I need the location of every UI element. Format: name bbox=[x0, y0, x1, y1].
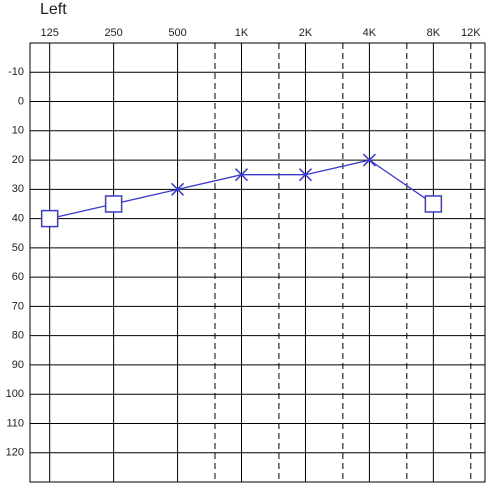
y-tick-label: 40 bbox=[12, 213, 24, 225]
marker-x bbox=[234, 168, 249, 182]
marker-x bbox=[362, 153, 376, 167]
x-tick-label: 12K bbox=[461, 27, 481, 39]
y-tick-label: 70 bbox=[12, 300, 24, 312]
plot-area bbox=[29, 42, 486, 483]
y-tick-label: 110 bbox=[6, 417, 24, 429]
x-tick-label: 125 bbox=[40, 27, 58, 39]
x-tick-label: 250 bbox=[104, 27, 122, 39]
chart-title: Left bbox=[40, 1, 67, 18]
y-tick-label: 30 bbox=[12, 183, 24, 195]
y-tick-label: 100 bbox=[6, 388, 24, 400]
marker-x bbox=[171, 182, 185, 196]
y-tick-label: 0 bbox=[18, 95, 24, 107]
y-tick-label: 80 bbox=[12, 330, 24, 342]
marker-x bbox=[298, 168, 313, 182]
y-tick-label: 60 bbox=[12, 271, 24, 283]
y-tick-label: 120 bbox=[6, 447, 24, 459]
x-tick-label: 4K bbox=[363, 27, 377, 39]
y-tick-label: -10 bbox=[8, 66, 24, 78]
y-tick-label: 10 bbox=[12, 125, 24, 137]
marker-square bbox=[424, 195, 443, 213]
y-tick-label: 90 bbox=[12, 359, 24, 371]
x-tick-label: 8K bbox=[427, 27, 441, 39]
x-tick-label: 500 bbox=[168, 27, 186, 39]
y-tick-label: 20 bbox=[12, 154, 24, 166]
x-tick-label: 2K bbox=[299, 27, 313, 39]
marker-square bbox=[40, 209, 59, 228]
x-tick-label: 1K bbox=[235, 27, 249, 39]
marker-square bbox=[104, 195, 123, 213]
y-tick-label: 50 bbox=[12, 242, 24, 254]
